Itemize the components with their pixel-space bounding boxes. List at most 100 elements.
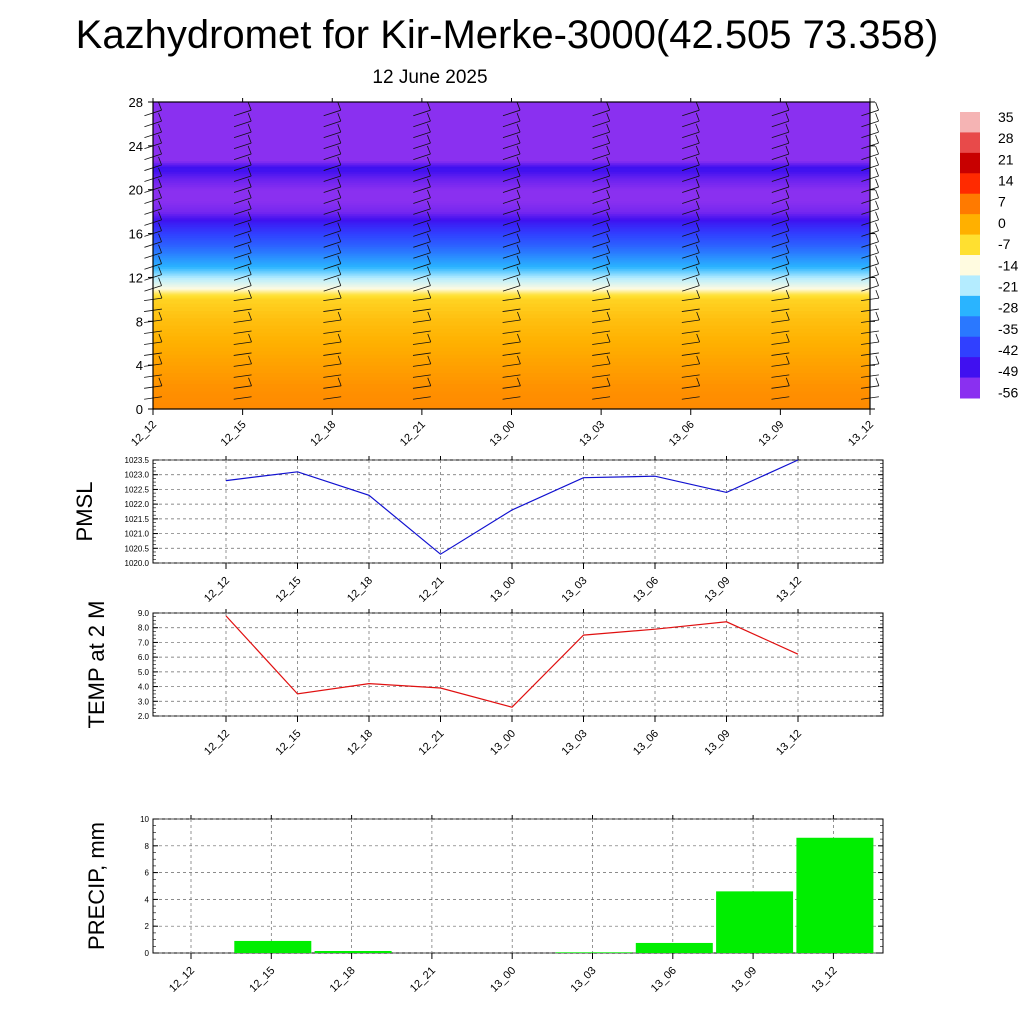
wind-barb-shaft: [233, 352, 252, 356]
wind-barb-flag: [696, 377, 701, 386]
colorbar-segment: [960, 255, 980, 276]
wind-barb-shaft: [323, 208, 341, 215]
wind-barb-flag: [158, 145, 162, 155]
wind-barb-flag: [695, 211, 700, 220]
wind-barb-shaft: [592, 109, 610, 117]
heatmap-band: [153, 193, 870, 196]
heatmap-band: [153, 211, 870, 215]
precip-y-axis-label: PRECIP, mm: [84, 822, 109, 950]
temp-y-tick-label: 9.0: [138, 609, 150, 618]
colorbar-segment: [960, 234, 980, 256]
wind-barb-flag: [247, 178, 252, 188]
wind-barb-flag: [516, 255, 521, 264]
colorbar-label: -21: [998, 278, 1018, 294]
wind-barb-flag: [785, 113, 790, 122]
wind-barb-shaft: [771, 319, 790, 323]
wind-barb-flag: [785, 123, 790, 133]
wind-barb-flag: [516, 189, 521, 199]
wind-barb-shaft: [412, 363, 431, 367]
wind-barb-flag: [247, 102, 252, 111]
heatmap-band: [153, 303, 870, 308]
wind-barb-flag: [516, 211, 521, 220]
wind-barb-shaft: [592, 263, 610, 270]
wind-barb-shaft: [412, 297, 431, 302]
wind-barb-flag: [247, 113, 252, 122]
wind-barb-flag: [337, 156, 342, 166]
heatmap-band: [153, 357, 870, 363]
wind-barb-flag: [158, 233, 162, 242]
wind-barb-flag: [248, 355, 252, 365]
wind-barb-flag: [337, 255, 342, 264]
pmsl-y-tick-label: 1021.0: [125, 530, 150, 539]
wind-barb-shaft: [682, 109, 700, 117]
heatmap-band: [153, 213, 870, 216]
wind-barb-flag: [696, 289, 701, 299]
precip-x-tick-label: 13_06: [649, 965, 679, 995]
wind-barb-flag: [427, 113, 431, 122]
pmsl-x-tick-label: 12_12: [202, 575, 232, 605]
wind-barb-shaft: [771, 197, 790, 204]
pmsl-x-tick-label: 13_09: [703, 575, 733, 605]
heatmap-band: [153, 390, 870, 395]
wind-barb-flag: [247, 277, 252, 286]
temp-x-tick-label: 13_00: [488, 728, 518, 758]
heatmap-band: [153, 239, 870, 242]
wind-barb-shaft: [592, 186, 610, 193]
heatmap-band: [153, 273, 870, 277]
wind-barb-shaft: [413, 164, 431, 171]
colorbar-segment: [960, 316, 980, 338]
wind-barb-flag: [785, 377, 790, 386]
heatmap-band: [153, 259, 870, 262]
wind-barb-flag: [337, 134, 342, 144]
heatmap-x-tick-label: 13_03: [577, 419, 607, 449]
wind-barb-shaft: [771, 208, 790, 215]
colorbar-label: -14: [998, 257, 1018, 273]
wind-barb-flag: [606, 311, 611, 321]
wind-barb-shaft: [681, 352, 700, 356]
colorbar-segment: [960, 214, 980, 236]
heatmap-band: [153, 109, 870, 114]
pmsl-y-axis-label: PMSL: [72, 482, 97, 542]
wind-barb-flag: [875, 113, 879, 122]
wind-barb-flag: [695, 134, 700, 144]
wind-barb-shaft: [413, 219, 431, 226]
heatmap-x-tick-label: 12_18: [308, 419, 338, 449]
wind-barb-flag: [785, 233, 790, 242]
wind-barb-shaft: [771, 175, 790, 182]
wind-barb-flag: [247, 134, 252, 144]
wind-barb-flag: [875, 211, 879, 220]
heatmap-x-tick-label: 13_06: [667, 419, 697, 449]
wind-barb-shaft: [502, 285, 521, 292]
heatmap-band: [153, 365, 870, 370]
heatmap-band: [153, 198, 870, 202]
heatmap-band: [153, 260, 870, 264]
wind-barb-flag: [337, 233, 342, 242]
wind-barb-flag: [785, 311, 790, 321]
colorbar-label: 21: [998, 151, 1014, 167]
heatmap-band: [153, 112, 870, 118]
wind-barb-shaft: [233, 285, 252, 292]
pmsl-x-tick-label: 12_21: [417, 575, 447, 605]
heatmap-band: [153, 195, 870, 198]
wind-barb-shaft: [323, 120, 341, 128]
heatmap-band: [153, 222, 870, 226]
temp-x-tick-label: 12_21: [417, 728, 447, 758]
wind-barb-flag: [158, 189, 162, 199]
wind-barb-flag: [606, 178, 611, 188]
wind-barb-flag: [158, 200, 162, 210]
temp-x-tick-label: 12_12: [202, 728, 232, 758]
heatmap-band: [153, 317, 870, 322]
heatmap-band: [153, 376, 870, 381]
heatmap-band: [153, 151, 870, 154]
heatmap-band: [153, 206, 870, 209]
wind-barb-flag: [606, 167, 611, 177]
wind-barb-flag: [158, 178, 162, 188]
wind-barb-shaft: [502, 330, 521, 334]
pmsl-y-tick-label: 1020.0: [125, 559, 150, 568]
wind-barb-flag: [785, 134, 790, 144]
heatmap-band: [153, 332, 870, 337]
wind-barb-shaft: [233, 263, 252, 270]
temp-x-tick-label: 12_15: [274, 728, 304, 758]
heatmap-band: [153, 215, 870, 218]
wind-barb-flag: [158, 167, 162, 177]
